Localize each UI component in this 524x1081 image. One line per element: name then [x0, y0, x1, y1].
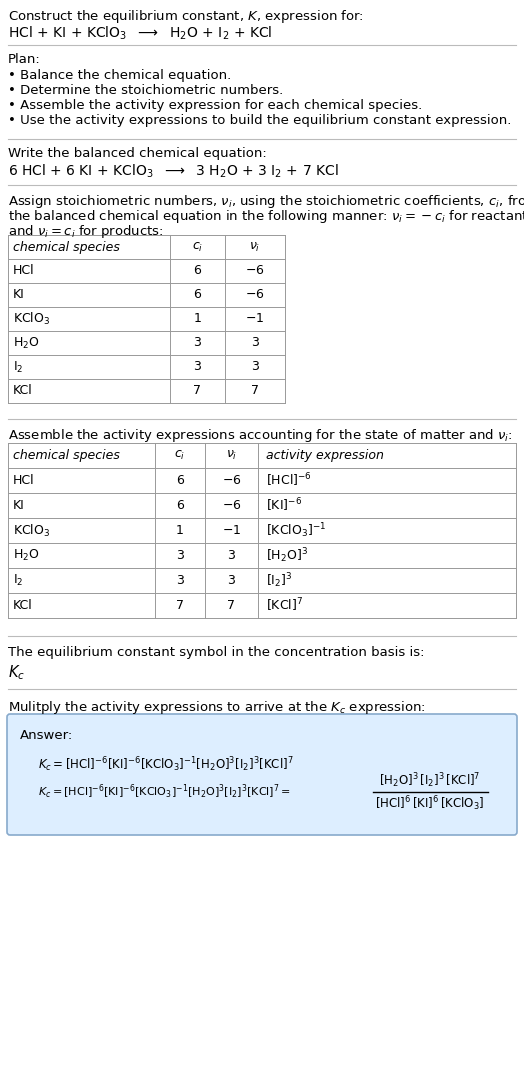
Text: HCl + KI + KClO$_3$  $\longrightarrow$  H$_2$O + I$_2$ + KCl: HCl + KI + KClO$_3$ $\longrightarrow$ H$… [8, 25, 272, 42]
Text: activity expression: activity expression [266, 449, 384, 462]
Text: the balanced chemical equation in the following manner: $\nu_i = -c_i$ for react: the balanced chemical equation in the fo… [8, 208, 524, 225]
Text: KCl: KCl [13, 599, 32, 612]
Text: 7: 7 [227, 599, 235, 612]
Text: • Determine the stoichiometric numbers.: • Determine the stoichiometric numbers. [8, 84, 283, 97]
Text: 3: 3 [193, 360, 201, 374]
Text: KClO$_3$: KClO$_3$ [13, 522, 50, 538]
Text: $-6$: $-6$ [222, 473, 241, 488]
Text: KI: KI [13, 499, 25, 512]
Text: I$_2$: I$_2$ [13, 360, 24, 374]
Text: 6: 6 [176, 473, 184, 488]
Text: Assign stoichiometric numbers, $\nu_i$, using the stoichiometric coefficients, $: Assign stoichiometric numbers, $\nu_i$, … [8, 193, 524, 210]
Text: $[\mathrm{HCl}]^{-6}$: $[\mathrm{HCl}]^{-6}$ [266, 471, 312, 490]
Text: 3: 3 [251, 360, 259, 374]
Text: $[\mathrm{I_2}]^{3}$: $[\mathrm{I_2}]^{3}$ [266, 571, 292, 590]
Text: KClO$_3$: KClO$_3$ [13, 311, 50, 328]
Text: 6: 6 [193, 265, 201, 278]
Text: Mulitply the activity expressions to arrive at the $K_c$ expression:: Mulitply the activity expressions to arr… [8, 699, 426, 716]
Text: • Use the activity expressions to build the equilibrium constant expression.: • Use the activity expressions to build … [8, 114, 511, 126]
Text: The equilibrium constant symbol in the concentration basis is:: The equilibrium constant symbol in the c… [8, 646, 424, 659]
Text: $\nu_i$: $\nu_i$ [226, 449, 237, 462]
Text: • Balance the chemical equation.: • Balance the chemical equation. [8, 69, 231, 82]
Text: $[\mathrm{KCl}]^{7}$: $[\mathrm{KCl}]^{7}$ [266, 597, 303, 614]
Text: $-1$: $-1$ [222, 524, 241, 537]
Text: HCl: HCl [13, 473, 35, 488]
Text: 3: 3 [251, 336, 259, 349]
Text: 6: 6 [176, 499, 184, 512]
Text: Write the balanced chemical equation:: Write the balanced chemical equation: [8, 147, 267, 160]
Text: 3: 3 [193, 336, 201, 349]
Text: $K_c = [\mathrm{HCl}]^{-6} [\mathrm{KI}]^{-6} [\mathrm{KClO_3}]^{-1} [\mathrm{H_: $K_c = [\mathrm{HCl}]^{-6} [\mathrm{KI}]… [38, 783, 291, 801]
Text: Construct the equilibrium constant, $K$, expression for:: Construct the equilibrium constant, $K$,… [8, 8, 364, 25]
Text: Plan:: Plan: [8, 53, 41, 66]
Text: $K_c$: $K_c$ [8, 663, 25, 682]
Text: 6: 6 [193, 289, 201, 302]
Text: H$_2$O: H$_2$O [13, 335, 40, 350]
Text: $K_c = [\mathrm{HCl}]^{-6} [\mathrm{KI}]^{-6} [\mathrm{KClO_3}]^{-1} [\mathrm{H_: $K_c = [\mathrm{HCl}]^{-6} [\mathrm{KI}]… [38, 755, 293, 774]
Text: $-6$: $-6$ [222, 499, 241, 512]
Text: $[\mathrm{HCl}]^{6}\,[\mathrm{KI}]^{6}\,[\mathrm{KClO_3}]$: $[\mathrm{HCl}]^{6}\,[\mathrm{KI}]^{6}\,… [375, 795, 485, 813]
Text: $c_i$: $c_i$ [174, 449, 185, 462]
FancyBboxPatch shape [7, 713, 517, 835]
Text: $[\mathrm{KClO_3}]^{-1}$: $[\mathrm{KClO_3}]^{-1}$ [266, 521, 326, 539]
Text: $[\mathrm{H_2O}]^{3}$: $[\mathrm{H_2O}]^{3}$ [266, 546, 308, 565]
Text: $-1$: $-1$ [245, 312, 265, 325]
Text: $\nu_i$: $\nu_i$ [249, 240, 260, 254]
Text: 6 HCl + 6 KI + KClO$_3$  $\longrightarrow$  3 H$_2$O + 3 I$_2$ + 7 KCl: 6 HCl + 6 KI + KClO$_3$ $\longrightarrow… [8, 163, 339, 181]
Text: $[\mathrm{H_2O}]^{3}\,[\mathrm{I_2}]^{3}\,[\mathrm{KCl}]^{7}$: $[\mathrm{H_2O}]^{3}\,[\mathrm{I_2}]^{3}… [379, 772, 481, 790]
Text: 3: 3 [227, 549, 235, 562]
Text: 7: 7 [176, 599, 184, 612]
Text: KCl: KCl [13, 385, 32, 398]
Text: 3: 3 [176, 574, 184, 587]
Text: and $\nu_i = c_i$ for products:: and $\nu_i = c_i$ for products: [8, 223, 163, 240]
Text: 1: 1 [176, 524, 184, 537]
Text: I$_2$: I$_2$ [13, 573, 24, 588]
Text: • Assemble the activity expression for each chemical species.: • Assemble the activity expression for e… [8, 99, 422, 112]
Text: 3: 3 [176, 549, 184, 562]
Text: 3: 3 [227, 574, 235, 587]
Text: $-6$: $-6$ [245, 289, 265, 302]
Text: $[\mathrm{KI}]^{-6}$: $[\mathrm{KI}]^{-6}$ [266, 497, 302, 515]
Text: 1: 1 [193, 312, 201, 325]
Text: chemical species: chemical species [13, 240, 120, 254]
Text: 7: 7 [193, 385, 202, 398]
Text: Assemble the activity expressions accounting for the state of matter and $\nu_i$: Assemble the activity expressions accoun… [8, 427, 512, 444]
Text: Answer:: Answer: [20, 729, 73, 742]
Text: KI: KI [13, 289, 25, 302]
Text: $-6$: $-6$ [245, 265, 265, 278]
Text: 7: 7 [251, 385, 259, 398]
Text: chemical species: chemical species [13, 449, 120, 462]
Text: H$_2$O: H$_2$O [13, 548, 40, 563]
Text: $c_i$: $c_i$ [192, 240, 203, 254]
Text: HCl: HCl [13, 265, 35, 278]
